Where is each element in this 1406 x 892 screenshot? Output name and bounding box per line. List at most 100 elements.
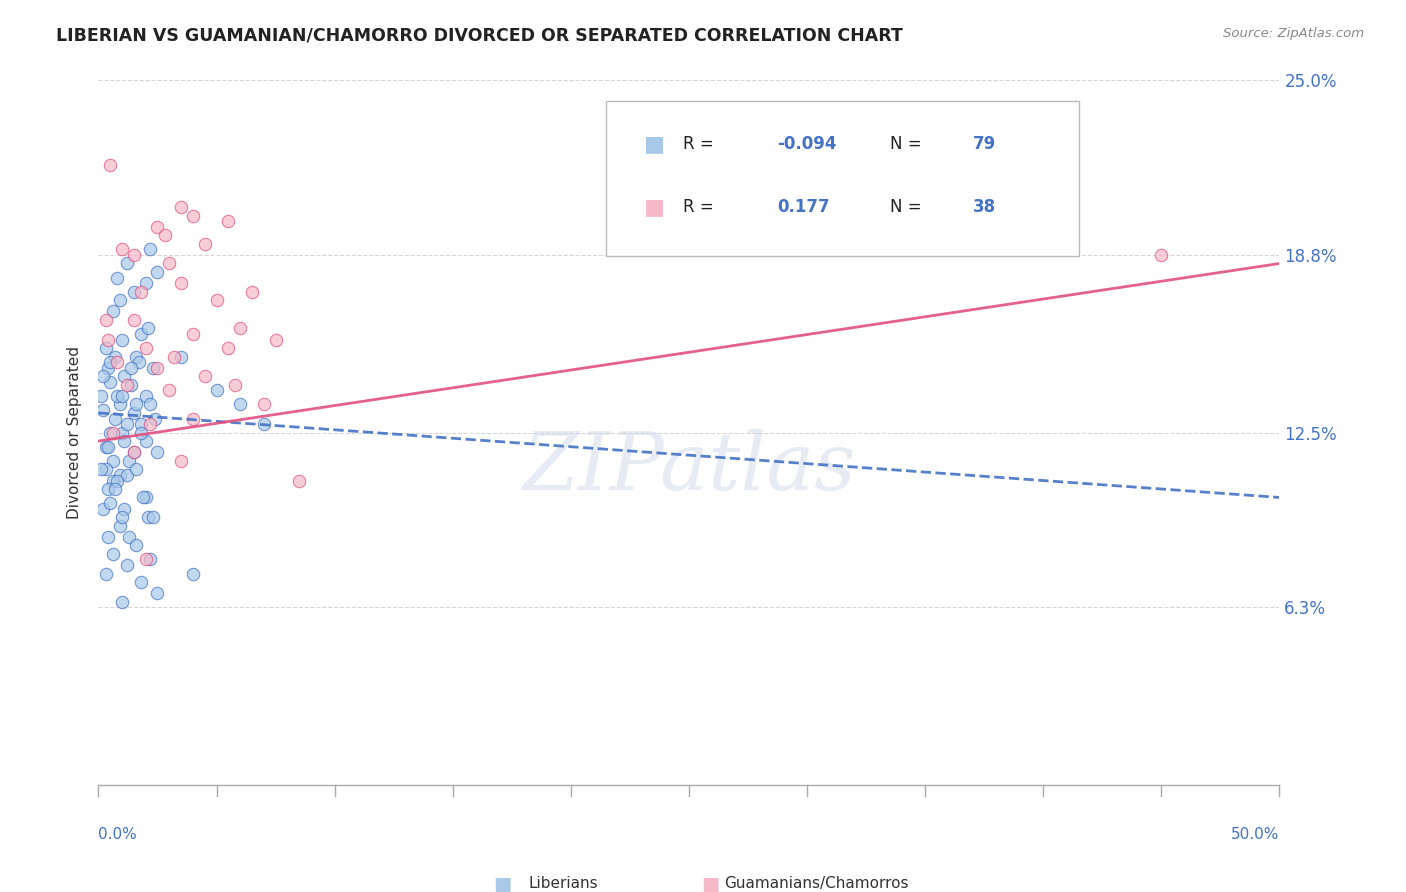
- Point: [122, 285, 145, 299]
- Point: [136, 510, 159, 524]
- Point: [129, 285, 152, 299]
- Point: [132, 491, 155, 505]
- Point: [288, 474, 311, 488]
- Point: [115, 558, 138, 573]
- Point: [170, 350, 193, 364]
- Point: [105, 389, 128, 403]
- Point: [125, 397, 148, 411]
- Point: [104, 350, 127, 364]
- Point: [98, 158, 121, 172]
- Text: Guamanians/Chamorros: Guamanians/Chamorros: [724, 876, 908, 891]
- Point: [112, 369, 135, 384]
- Point: [122, 445, 145, 459]
- Point: [142, 360, 165, 375]
- Point: [105, 474, 128, 488]
- Point: [115, 467, 138, 482]
- Point: [94, 566, 117, 581]
- Point: [104, 411, 127, 425]
- Point: [135, 341, 157, 355]
- Point: [118, 454, 141, 468]
- Point: [135, 434, 157, 448]
- Point: [157, 256, 180, 270]
- Point: [98, 355, 121, 369]
- Y-axis label: Divorced or Separated: Divorced or Separated: [67, 346, 83, 519]
- Point: [122, 445, 145, 459]
- Point: [112, 501, 135, 516]
- Point: [97, 360, 120, 375]
- Point: [90, 389, 112, 403]
- Point: [146, 265, 169, 279]
- Point: [122, 313, 145, 327]
- Text: ■: ■: [644, 134, 665, 153]
- Point: [98, 496, 121, 510]
- Text: N =: N =: [890, 198, 927, 216]
- Point: [135, 491, 157, 505]
- Point: [253, 417, 276, 432]
- Point: [94, 440, 117, 454]
- Point: [135, 552, 157, 566]
- Point: [181, 209, 204, 223]
- Point: [205, 293, 228, 307]
- Point: [101, 304, 124, 318]
- Point: [97, 530, 120, 544]
- Point: [143, 411, 166, 425]
- Point: [217, 214, 239, 228]
- Point: [135, 389, 157, 403]
- Point: [128, 355, 150, 369]
- Point: [121, 360, 143, 375]
- Text: R =: R =: [683, 135, 718, 153]
- Point: [146, 586, 169, 600]
- Point: [170, 200, 193, 214]
- Point: [224, 377, 246, 392]
- Point: [157, 384, 180, 398]
- Point: [115, 377, 138, 392]
- Point: [139, 552, 162, 566]
- FancyBboxPatch shape: [606, 102, 1078, 257]
- Point: [229, 397, 252, 411]
- Point: [139, 417, 162, 432]
- Text: -0.094: -0.094: [778, 135, 837, 153]
- Point: [101, 425, 124, 440]
- Point: [136, 321, 159, 335]
- Point: [163, 350, 186, 364]
- Point: [121, 377, 143, 392]
- Point: [108, 518, 131, 533]
- Text: 79: 79: [973, 135, 995, 153]
- Point: [142, 510, 165, 524]
- Text: ■: ■: [700, 874, 718, 892]
- Point: [229, 321, 252, 335]
- Point: [111, 389, 134, 403]
- Point: [129, 417, 152, 432]
- Text: Source: ZipAtlas.com: Source: ZipAtlas.com: [1223, 27, 1364, 40]
- Point: [101, 547, 124, 561]
- Point: [91, 501, 114, 516]
- Point: [170, 277, 193, 291]
- Text: 0.177: 0.177: [778, 198, 830, 216]
- Point: [94, 462, 117, 476]
- Point: [115, 256, 138, 270]
- Point: [98, 425, 121, 440]
- Point: [104, 482, 127, 496]
- Point: [98, 375, 121, 389]
- Point: [108, 293, 131, 307]
- Point: [1150, 248, 1173, 262]
- Point: [240, 285, 263, 299]
- Point: [105, 270, 128, 285]
- Text: ■: ■: [494, 874, 512, 892]
- Point: [108, 467, 131, 482]
- Text: R =: R =: [683, 198, 718, 216]
- Text: ■: ■: [644, 197, 665, 217]
- Point: [129, 425, 152, 440]
- Point: [101, 454, 124, 468]
- Point: [194, 236, 217, 251]
- Point: [122, 406, 145, 420]
- Point: [112, 434, 135, 448]
- Text: N =: N =: [890, 135, 927, 153]
- Point: [97, 333, 120, 347]
- Text: 38: 38: [973, 198, 995, 216]
- Point: [217, 341, 239, 355]
- Point: [115, 417, 138, 432]
- Point: [91, 403, 114, 417]
- Point: [101, 474, 124, 488]
- Point: [97, 440, 120, 454]
